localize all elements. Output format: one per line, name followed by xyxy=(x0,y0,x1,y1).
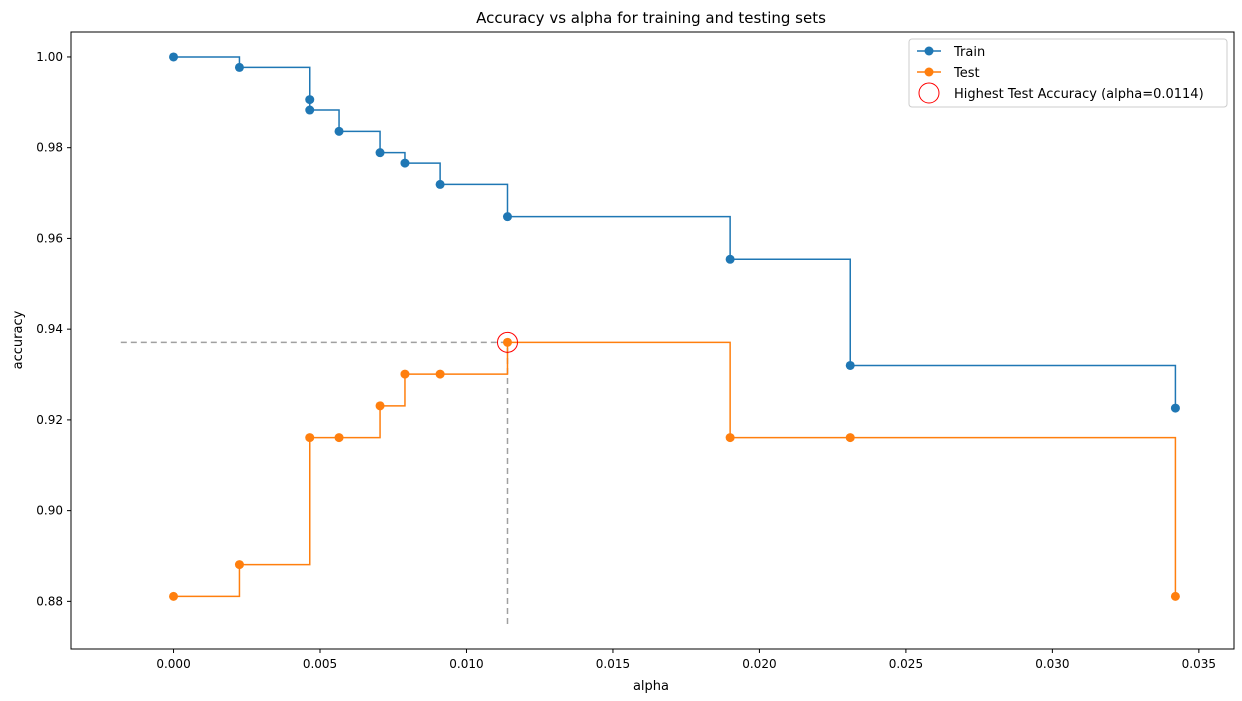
data-point-test xyxy=(375,401,385,411)
legend-test-marker xyxy=(924,67,934,77)
y-tick-label: 1.00 xyxy=(36,50,63,64)
data-point-train xyxy=(305,105,315,115)
legend-item-train: Train xyxy=(917,45,985,60)
legend-highlight-label: Highest Test Accuracy (alpha=0.0114) xyxy=(954,87,1204,102)
data-point-train xyxy=(1170,403,1180,413)
data-point-train xyxy=(169,52,179,62)
data-point-train xyxy=(725,254,735,264)
series-line-test xyxy=(173,341,1177,598)
y-tick-label: 0.90 xyxy=(36,504,63,518)
series-line-train xyxy=(173,56,1177,409)
x-tick-label: 0.000 xyxy=(156,657,190,671)
y-tick-label: 0.96 xyxy=(36,231,63,245)
data-point-train xyxy=(375,148,385,158)
data-point-train xyxy=(435,179,445,189)
highlight-guides xyxy=(120,341,509,625)
y-axis-title: accuracy xyxy=(11,310,26,369)
data-point-test xyxy=(305,433,315,443)
y-tick-label: 0.92 xyxy=(36,413,63,427)
legend-item-test: Test xyxy=(917,66,980,81)
highlight-circle xyxy=(496,331,518,353)
data-point-train xyxy=(400,158,410,168)
data-point-test xyxy=(334,433,344,443)
y-tick-label: 0.94 xyxy=(36,322,63,336)
plot-frame xyxy=(70,31,1235,650)
chart-title: Accuracy vs alpha for training and testi… xyxy=(476,9,826,27)
y-tick-label: 0.98 xyxy=(36,141,63,155)
x-tick-label: 0.005 xyxy=(303,657,337,671)
legend-train-label: Train xyxy=(953,45,985,60)
x-tick-label: 0.015 xyxy=(596,657,630,671)
y-tick-label: 0.88 xyxy=(36,594,63,608)
data-point-train xyxy=(502,212,512,222)
data-point-test xyxy=(1170,591,1180,601)
data-point-test xyxy=(435,369,445,379)
legend-box xyxy=(908,38,1228,108)
x-tick-label: 0.030 xyxy=(1035,657,1069,671)
x-tick-label: 0.025 xyxy=(889,657,923,671)
x-tick-label: 0.020 xyxy=(742,657,776,671)
series-layer xyxy=(169,52,1180,601)
x-tick-label: 0.035 xyxy=(1182,657,1216,671)
legend-train-marker xyxy=(924,46,934,56)
data-point-test xyxy=(169,591,179,601)
legend-test-label: Test xyxy=(953,66,980,81)
highlight-layer xyxy=(496,331,518,353)
data-point-test xyxy=(400,369,410,379)
axes-ticks: 0.000 0.005 0.010 0.015 0.020 0.025 0.030 0.035… xyxy=(36,50,1216,671)
data-point-train xyxy=(845,360,855,370)
data-point-test xyxy=(845,433,855,443)
data-point-train xyxy=(305,95,315,105)
data-point-test xyxy=(502,337,512,347)
data-point-train xyxy=(234,62,244,72)
legend: Train Test Highest Test Accuracy (alpha=… xyxy=(908,38,1228,108)
data-point-train xyxy=(334,126,344,136)
data-point-test xyxy=(234,560,244,570)
x-axis-title: alpha xyxy=(633,679,669,694)
data-point-test xyxy=(725,433,735,443)
legend-highlight-circle xyxy=(918,82,940,104)
x-tick-label: 0.010 xyxy=(449,657,483,671)
legend-item-highlight: Highest Test Accuracy (alpha=0.0114) xyxy=(918,82,1204,104)
